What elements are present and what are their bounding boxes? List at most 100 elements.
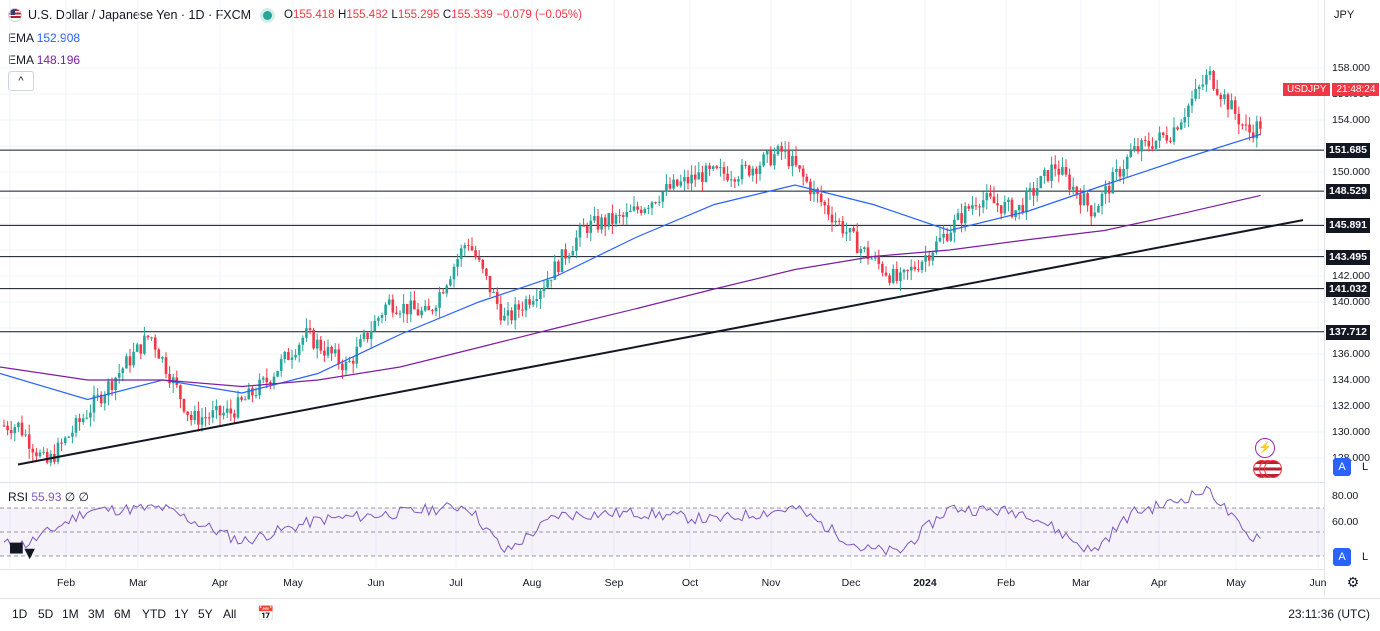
candle-body bbox=[1021, 205, 1025, 213]
timeframe-button-5d[interactable]: 5D bbox=[38, 607, 54, 621]
timeframe-button-3m[interactable]: 3M bbox=[88, 607, 105, 621]
candle-body bbox=[441, 292, 445, 294]
candle-body bbox=[413, 300, 416, 310]
candle-body bbox=[920, 261, 924, 270]
candle-body bbox=[161, 357, 164, 359]
date-range-calendar-icon[interactable]: 📅 bbox=[257, 605, 275, 621]
candle-body bbox=[1064, 167, 1068, 175]
candle-body bbox=[1007, 199, 1010, 202]
candle-body bbox=[344, 361, 348, 371]
timeframe-button-ytd[interactable]: YTD bbox=[142, 607, 166, 621]
candle-body bbox=[1057, 168, 1061, 175]
candle-body bbox=[330, 346, 333, 354]
candle-body bbox=[1125, 156, 1129, 169]
candle-body bbox=[1100, 193, 1104, 207]
candle-body bbox=[265, 377, 269, 383]
price-tag-symbol: USDJPY bbox=[1283, 83, 1331, 96]
ema-slow-value: 148.196 bbox=[36, 53, 81, 67]
candle-body bbox=[452, 266, 456, 280]
ohlc-close: 155.339 bbox=[451, 9, 493, 21]
candle-body bbox=[546, 279, 549, 288]
rsi-log-scale-button[interactable]: L bbox=[1361, 551, 1369, 563]
candle-body bbox=[96, 394, 99, 396]
candle-body bbox=[35, 452, 38, 457]
log-scale-button[interactable]: L bbox=[1361, 461, 1369, 473]
candle-body bbox=[359, 339, 362, 347]
candle-body bbox=[495, 291, 499, 304]
candle-body bbox=[733, 179, 737, 182]
candle-body bbox=[762, 154, 765, 166]
candle-body bbox=[305, 328, 308, 338]
candle-body bbox=[63, 437, 67, 444]
candle-body bbox=[1053, 164, 1057, 169]
candle-body bbox=[506, 310, 510, 316]
tradingview-logo-icon[interactable]: ▀▼ bbox=[10, 543, 39, 563]
x-tick-label: Apr bbox=[211, 577, 229, 589]
settings-gear-icon[interactable]: ⚙ bbox=[1346, 574, 1360, 590]
ema-slow-legend[interactable]: EMA 148.196 bbox=[8, 53, 80, 67]
candle-body bbox=[1122, 168, 1125, 177]
candle-body bbox=[1093, 212, 1097, 217]
candle-body bbox=[884, 272, 888, 276]
candle-body bbox=[751, 168, 755, 176]
timeframe-button-6m[interactable]: 6M bbox=[114, 607, 131, 621]
candle-body bbox=[719, 167, 722, 169]
candle-body bbox=[143, 335, 146, 354]
candle-body bbox=[564, 249, 567, 259]
candle-body bbox=[549, 279, 553, 281]
utc-clock[interactable]: 23:11:36 (UTC) bbox=[1288, 607, 1370, 621]
rsi-label: RSI bbox=[8, 490, 29, 504]
candle-body bbox=[1032, 188, 1035, 196]
candle-body bbox=[1147, 140, 1151, 147]
y-tick-label: 132.000 bbox=[1332, 400, 1370, 412]
candle-body bbox=[1071, 186, 1075, 190]
timeframe-button-1d[interactable]: 1D bbox=[12, 607, 28, 621]
candle-body bbox=[1248, 124, 1251, 133]
candle-body bbox=[247, 388, 251, 400]
candle-body bbox=[312, 329, 315, 349]
candle-body bbox=[157, 349, 161, 359]
candle-body bbox=[423, 305, 427, 311]
candle-body bbox=[978, 206, 981, 208]
candle-body bbox=[531, 301, 535, 305]
x-tick-label: Jul bbox=[449, 577, 463, 589]
candle-body bbox=[197, 411, 200, 425]
candle-body bbox=[819, 193, 823, 203]
candle-body bbox=[812, 188, 816, 195]
candle-body bbox=[283, 351, 287, 360]
timeframe-button-1m[interactable]: 1M bbox=[62, 607, 79, 621]
candle-body bbox=[755, 168, 758, 174]
price-chart[interactable] bbox=[0, 0, 1324, 596]
auto-scale-button[interactable]: A bbox=[1333, 458, 1351, 476]
rsi-legend[interactable]: RSI 55.93 ∅ ∅ bbox=[8, 490, 89, 504]
candle-body bbox=[722, 167, 726, 174]
ema-fast-legend[interactable]: EMA 152.908 bbox=[8, 31, 80, 45]
candle-body bbox=[1176, 127, 1179, 130]
economic-events-flags-icon[interactable] bbox=[1253, 460, 1282, 478]
rsi-auto-scale-button[interactable]: A bbox=[1333, 548, 1351, 566]
candle-body bbox=[593, 216, 596, 221]
candle-body bbox=[729, 179, 733, 181]
instrument-title[interactable]: U.S. Dollar / Japanese Yen · 1D · FXCM bbox=[28, 8, 252, 22]
candle-body bbox=[254, 395, 258, 397]
candle-body bbox=[1179, 122, 1183, 130]
candle-body bbox=[931, 252, 935, 261]
candle-body bbox=[395, 312, 398, 314]
timeframe-button-1y[interactable]: 1Y bbox=[174, 607, 189, 621]
ema-fast-value: 152.908 bbox=[36, 31, 81, 45]
timeframe-button-all[interactable]: All bbox=[223, 607, 237, 621]
candle-body bbox=[701, 172, 704, 182]
candle-body bbox=[45, 451, 49, 463]
collapse-legend-button[interactable]: ^ bbox=[8, 71, 34, 91]
candle-body bbox=[639, 209, 643, 214]
lightning-event-icon[interactable]: ⚡ bbox=[1255, 438, 1275, 458]
currency-selector[interactable]: JPY bbox=[1334, 9, 1355, 21]
candle-body bbox=[1251, 132, 1255, 139]
candle-body bbox=[13, 427, 17, 434]
candle-body bbox=[351, 360, 355, 364]
pane-separator[interactable] bbox=[0, 482, 1324, 483]
candle-body bbox=[1010, 199, 1014, 218]
trendline bbox=[17, 219, 1304, 466]
timeframe-button-5y[interactable]: 5Y bbox=[198, 607, 213, 621]
candle-body bbox=[909, 266, 913, 271]
